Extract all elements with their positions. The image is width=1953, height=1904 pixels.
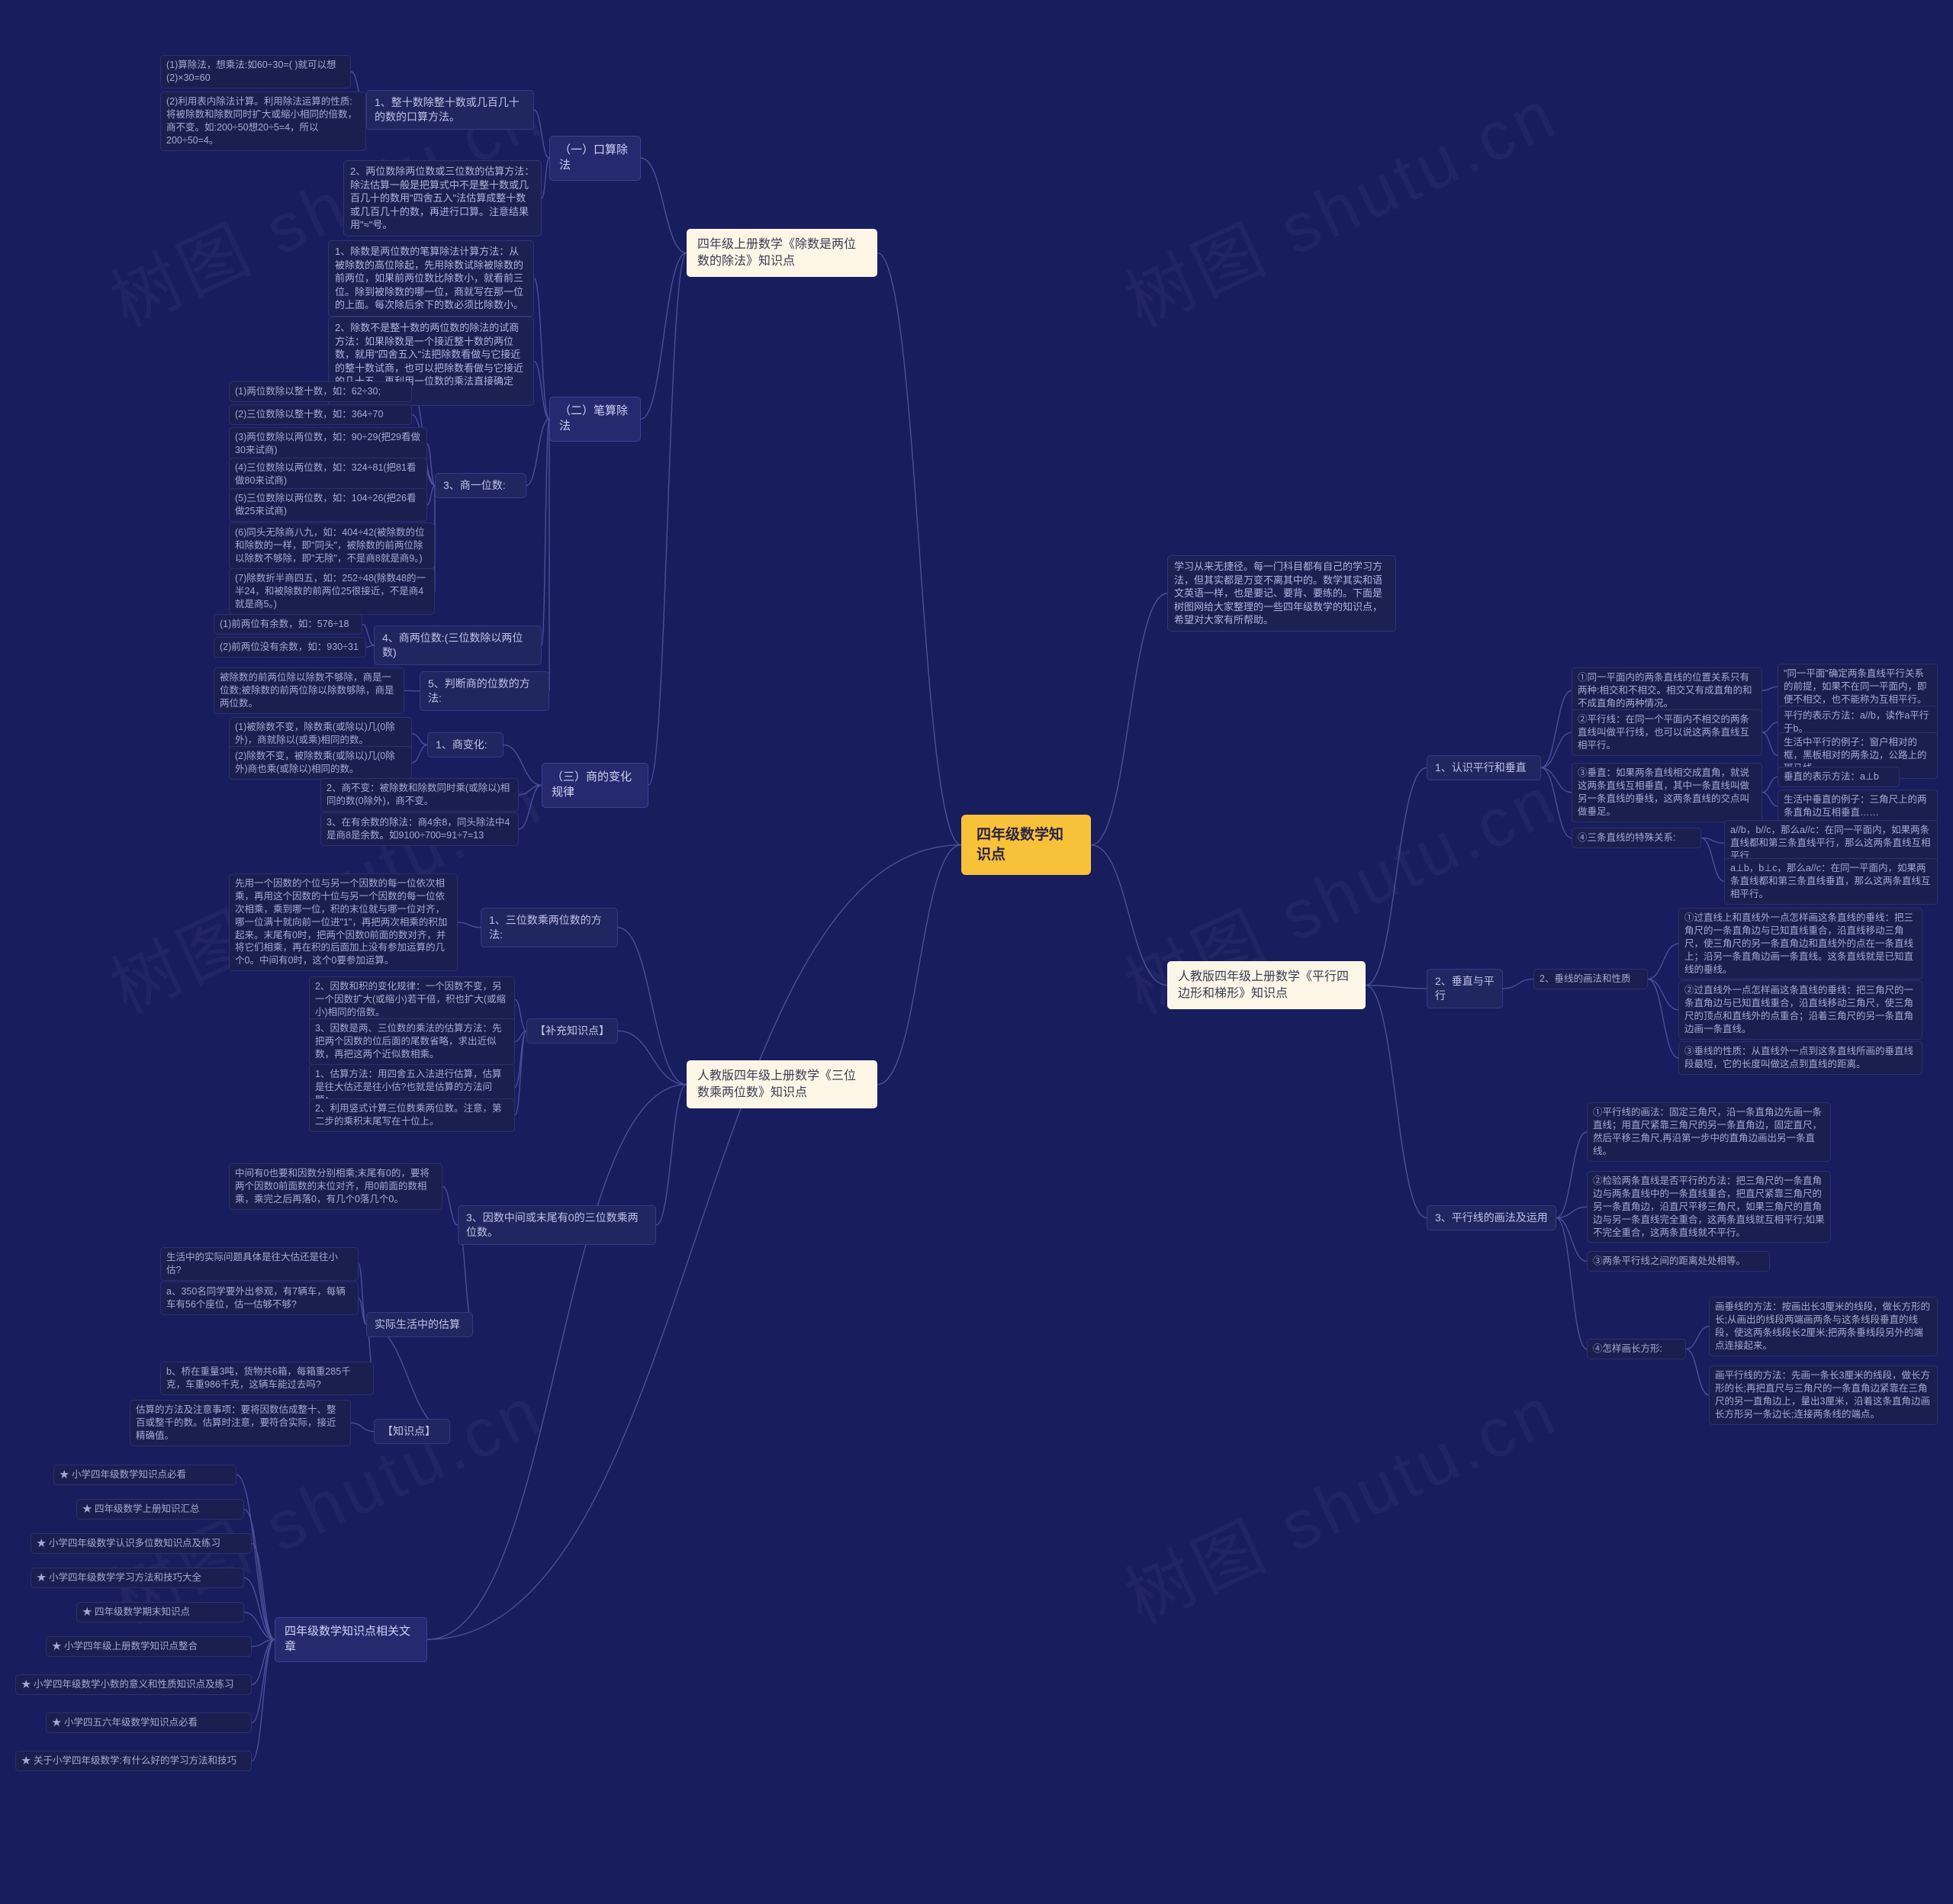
node-c1a: 1、认识平行和垂直 [1427,755,1541,780]
node-b2e: 实际生活中的估算 [366,1312,473,1337]
node-c1a1n: "同一平面"确定两条直线平行关系的前提，如果不在同一平面内，即便不相交，也不能称… [1778,664,1938,710]
node-c1c4a: 画垂线的方法：按画出长3厘米的线段，做长方形的长;从画出的线段两端画两条与这条线… [1709,1297,1938,1356]
node-c1c4: ④怎样画长方形: [1587,1339,1686,1359]
node-c1: 人教版四年级上册数学《平行四边形和梯形》知识点 [1167,961,1366,1009]
node-intro: 学习从来无捷径。每一门科目都有自己的学习方法，但其实都是万变不离其中的。数学其实… [1167,555,1396,632]
node-b3e: ★ 四年级数学期末知识点 [76,1602,244,1623]
node-b1b: （二）笔算除法 [549,397,641,442]
node-b1a2: 2、两位数除两位数或三位数的估算方法：除法估算一般是把算式中不是整十数或几百几十… [343,160,542,236]
node-b2g: 【知识点】 [374,1419,450,1444]
node-b1a1b: (2)利用表内除法计算。利用除法运算的性质:将被除数和除数同时扩大或缩小相同的倍… [160,92,366,151]
node-b1b3e: (5)三位数除以两位数，如：104÷26(把26看做25来试商) [229,488,427,522]
node-b3i: ★ 关于小学四年级数学:有什么好的学习方法和技巧 [15,1751,252,1771]
node-b3d: ★ 小学四年级数学学习方法和技巧大全 [31,1568,244,1588]
node-c1b1a: ①过直线上和直线外一点怎样画这条直线的垂线：把三角尺的一条直角边与已知直线重合，… [1678,908,1922,979]
node-b2c2: 2、利用竖式计算三位数乘两位数。注意，第二步的乘积末尾写在十位上。 [309,1098,515,1132]
node-b1b4a: (1)前两位有余数，如：576÷18 [214,614,362,635]
node-b1b3: 3、商一位数: [435,473,526,498]
node-c1b1b: ②过直线外一点怎样画这条直线的垂线：把三角尺的一条直角边与已知直线重合，沿直线移… [1678,980,1922,1040]
node-c1a1: ①同一平面内的两条直线的位置关系只有两种:相交和不相交。相交又有成直角的和不成直… [1572,667,1762,714]
watermark: 树图 shutu.cn [1107,59,1572,346]
node-b3f: ★ 小学四年级上册数学知识点整合 [46,1636,252,1657]
node-c1a3a: 垂直的表示方法：a⊥b [1778,767,1900,787]
node-b2d: 3、因数中间或末尾有0的三位数乘两位数。 [458,1205,656,1245]
node-b1b5a: 被除数的前两位除以除数不够除，商是一位数;被除数的前两位除以除数够除，商是两位数… [214,667,404,714]
node-b1b5: 5、判断商的位数的方法: [420,671,549,711]
node-b2d1: 中间有0也要和因数分别相乘;末尾有0的，要将两个因数0前面数的末位对齐，用0前面… [229,1163,442,1210]
node-b2a: 1、三位数乘两位数的方法: [481,908,618,947]
node-b1b4: 4、商两位数:(三位数除以两位数) [374,626,542,665]
node-b3: 四年级数学知识点相关文章 [275,1617,427,1662]
node-b1c1: 1、商变化: [427,732,504,757]
node-b3a: ★ 小学四年级数学知识点必看 [53,1465,236,1485]
node-b2e2: a、350名同学要外出参观，有7辆车，每辆车有56个座位，估一估够不够? [160,1282,359,1315]
node-b1b1: 1、除数是两位数的笔算除法计算方法：从被除数的高位除起，先用除数试除被除数的前两… [328,240,534,317]
node-c1b: 2、垂直与平行 [1427,969,1503,1008]
node-c1c3: ③两条平行线之间的距离处处相等。 [1587,1251,1770,1272]
node-c1c4b: 画平行线的方法：先画一条长3厘米的线段，做长方形的长;再把直尺与三角尺的一条直角… [1709,1365,1938,1425]
mindmap-canvas: 树图 shutu.cn 树图 shutu.cn 树图 shutu.cn 树图 s… [0,0,1953,1904]
node-b1c3: 3、在有余数的除法：商4余8，同头除法中4是商8是余数。如9100÷700=91… [320,812,519,846]
node-c1a2: ②平行线：在同一个平面内不相交的两条直线叫做平行线，也可以说这两条直线互相平行。 [1572,709,1762,756]
node-c1a3b: 生活中垂直的例子：三角尺上的两条直角边互相垂直…… [1778,790,1938,823]
node-b1c: （三）商的变化规律 [542,763,648,808]
node-c1a4b: a⊥b，b⊥c，那么a//c：在同一平面内，如果两条直线都和第三条直线垂直，那么… [1724,858,1938,905]
node-b1c2: 2、商不变：被除数和除数同时乘(或除以)相同的数(0除外)，商不变。 [320,778,519,812]
node-b3c: ★ 小学四年级数学认识多位数知识点及练习 [31,1533,252,1554]
node-b1b3c: (3)两位数除以两位数，如：90÷29(把29看做30来试商) [229,427,427,461]
node-b2e3: b、桥在重量3吨，货物共6箱，每箱重285千克，车重986千克，这辆车能过去吗? [160,1362,374,1395]
node-b1b3g: (7)除数折半商四五，如：252÷48(除数48的一半24，和被除数的前两位25… [229,568,435,615]
node-b1a1a: (1)算除法，想乘法:如60÷30=( )就可以想(2)×30=60 [160,55,351,88]
node-root: 四年级数学知识点 [961,815,1091,875]
node-b2a_t: 先用一个因数的个位与另一个因数的每一位依次相乘，再用这个因数的十位与另一个因数的… [229,873,458,971]
node-c1b1c: ③垂线的性质：从直线外一点到这条直线所画的垂直线段最短，它的长度叫做这点到直线的… [1678,1041,1922,1075]
node-b1c1b: (2)除数不变，被除数乘(或除以)几(0除外)商也乘(或除以)相同的数。 [229,746,412,780]
node-b1b3b: (2)三位数除以整十数，如：364÷70 [229,404,412,425]
node-b2b: 【补充知识点】 [526,1018,618,1044]
node-b1b4b: (2)前两位没有余数，如：930÷31 [214,637,366,658]
node-b3b: ★ 四年级数学上册知识汇总 [76,1499,244,1520]
node-c1a3: ③垂直：如果两条直线相交成直角，就说这两条直线互相垂直，其中一条直线叫做另一条直… [1572,763,1762,822]
node-c1a4: ④三条直线的特殊关系: [1572,828,1701,848]
node-b2: 人教版四年级上册数学《三位数乘两位数》知识点 [687,1060,877,1108]
node-b1: 四年级上册数学《除数是两位数的除法》知识点 [687,229,877,277]
node-b1a: （一）口算除法 [549,136,641,181]
node-b3h: ★ 小学四五六年级数学知识点必看 [46,1713,252,1733]
node-c1c1: ①平行线的画法：固定三角尺，沿一条直角边先画一条直线；用直尺紧靠三角尺的另一条直… [1587,1102,1831,1162]
node-b2b1: 2、因数和积的变化规律：一个因数不变，另一个因数扩大(或缩小)若干倍，积也扩大(… [309,976,515,1023]
node-b1a1: 1、整十数除整十数或几百几十的数的口算方法。 [366,90,534,130]
node-b2f: 估算的方法及注意事项：要将因数估成整十、整百或整千的数。估算时注意，要符合实际，… [130,1400,351,1446]
node-c1c2: ②检验两条直线是否平行的方法：把三角尺的一条直角边与两条直线中的一条直线重合，把… [1587,1171,1831,1243]
node-b3g: ★ 小学四年级数学小数的意义和性质知识点及练习 [15,1674,252,1695]
node-b1b3d: (4)三位数除以两位数，如：324÷81(把81看做80来试商) [229,458,427,491]
node-c1c: 3、平行线的画法及运用 [1427,1205,1556,1230]
node-c1b1: 2、垂线的画法和性质 [1533,969,1648,989]
watermark: 树图 shutu.cn [1107,1356,1572,1642]
node-b1b3f: (6)同头无除商八九，如：404÷42(被除数的位和除数的一样，即"同头"，被除… [229,523,435,569]
node-b2b2: 3、因数是两、三位数的乘法的估算方法：先把两个因数的位后面的尾数省略，求出近似数… [309,1018,515,1065]
node-b2e1: 生活中的实际问题具体是往大估还是往小估? [160,1247,359,1281]
node-b1b3a: (1)两位数除以整十数，如：62÷30; [229,381,412,402]
